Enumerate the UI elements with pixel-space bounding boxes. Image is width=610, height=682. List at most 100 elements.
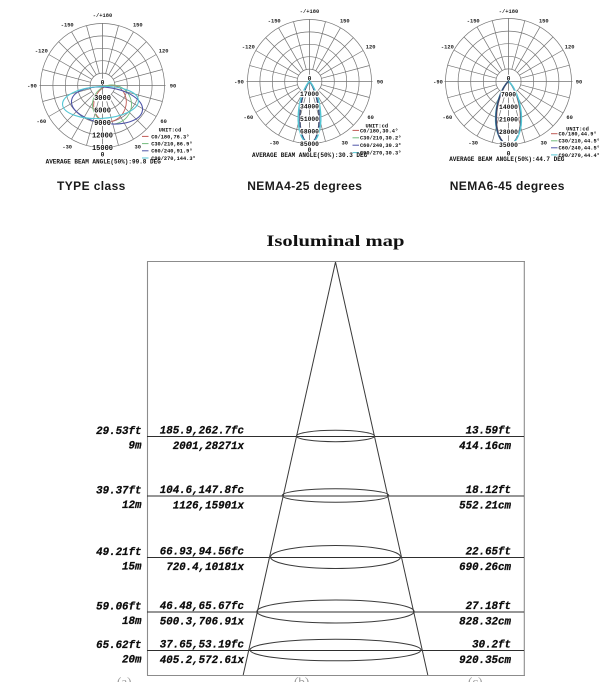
- svg-text:21000: 21000: [499, 117, 518, 124]
- svg-text:C0/180,76.3°: C0/180,76.3°: [151, 134, 189, 140]
- svg-text:13.59ft: 13.59ft: [466, 426, 511, 438]
- svg-text:828.32cm: 828.32cm: [459, 617, 511, 629]
- svg-text:51000: 51000: [300, 116, 319, 123]
- svg-text:UNIT:cd: UNIT:cd: [159, 127, 182, 133]
- svg-text:18m: 18m: [122, 616, 142, 628]
- svg-text:0: 0: [507, 151, 511, 158]
- svg-text:-120: -120: [35, 48, 48, 54]
- svg-text:60: 60: [160, 119, 166, 125]
- svg-text:68000: 68000: [300, 128, 319, 135]
- svg-text:C60/240,91.9°: C60/240,91.9°: [151, 149, 192, 155]
- svg-text:-30: -30: [269, 141, 279, 147]
- svg-text:18.12ft: 18.12ft: [466, 485, 511, 497]
- svg-text:15m: 15m: [122, 561, 142, 573]
- svg-text:NEMA4-25 degrees: NEMA4-25 degrees: [247, 179, 362, 193]
- svg-text:C0/180,44.9°: C0/180,44.9°: [559, 132, 597, 138]
- svg-text:104.6,147.8fc: 104.6,147.8fc: [160, 485, 245, 497]
- svg-text:60: 60: [367, 115, 373, 121]
- svg-text:120: 120: [565, 44, 575, 50]
- svg-text:90: 90: [170, 84, 176, 90]
- svg-text:C30/210,30.2°: C30/210,30.2°: [360, 136, 401, 142]
- svg-text:2001,28271x: 2001,28271x: [173, 441, 245, 453]
- svg-text:-60: -60: [443, 115, 453, 121]
- svg-text:552.21cm: 552.21cm: [459, 501, 511, 513]
- svg-text:7000: 7000: [501, 91, 516, 98]
- svg-text:-60: -60: [37, 119, 47, 125]
- svg-text:(a): (a): [117, 674, 131, 682]
- svg-text:150: 150: [539, 19, 549, 25]
- svg-text:-30: -30: [62, 145, 72, 151]
- svg-text:150: 150: [133, 23, 143, 29]
- svg-text:0: 0: [507, 75, 511, 82]
- svg-text:-120: -120: [242, 44, 255, 50]
- svg-text:12000: 12000: [92, 132, 113, 140]
- svg-text:17000: 17000: [300, 91, 319, 98]
- svg-text:30: 30: [135, 145, 141, 151]
- svg-text:120: 120: [366, 44, 376, 50]
- svg-text:60: 60: [566, 115, 572, 121]
- svg-text:Isoluminal map: Isoluminal map: [266, 232, 404, 249]
- svg-text:120: 120: [159, 48, 169, 54]
- svg-text:C60/240,44.5°: C60/240,44.5°: [559, 146, 600, 152]
- svg-text:20m: 20m: [122, 654, 142, 666]
- svg-text:-60: -60: [244, 115, 254, 121]
- svg-text:-120: -120: [441, 44, 454, 50]
- svg-text:30.2ft: 30.2ft: [472, 640, 511, 652]
- svg-text:15000: 15000: [92, 145, 113, 153]
- svg-text:920.35cm: 920.35cm: [459, 655, 511, 667]
- svg-text:185.9,262.7fc: 185.9,262.7fc: [160, 426, 245, 438]
- svg-text:AVERAGE BEAM ANGLE(50%):30.3 D: AVERAGE BEAM ANGLE(50%):30.3 DEG: [252, 152, 368, 159]
- svg-text:-/+180: -/+180: [93, 13, 112, 19]
- svg-text:65.62ft: 65.62ft: [96, 640, 141, 652]
- svg-text:-30: -30: [468, 141, 478, 147]
- svg-text:1126,15901x: 1126,15901x: [173, 501, 245, 513]
- svg-text:150: 150: [340, 19, 350, 25]
- svg-text:14000: 14000: [499, 104, 518, 111]
- svg-text:AVERAGE BEAM ANGLE(50%):44.7 D: AVERAGE BEAM ANGLE(50%):44.7 DEG: [449, 156, 565, 163]
- svg-text:29.53ft: 29.53ft: [96, 426, 141, 438]
- svg-text:6000: 6000: [94, 108, 111, 116]
- svg-text:0: 0: [101, 152, 105, 159]
- svg-text:-150: -150: [61, 23, 74, 29]
- svg-text:39.37ft: 39.37ft: [96, 486, 141, 498]
- svg-text:9000: 9000: [94, 120, 111, 128]
- svg-text:85000: 85000: [300, 141, 319, 148]
- svg-text:0: 0: [308, 147, 312, 154]
- svg-text:3000: 3000: [94, 95, 111, 103]
- svg-text:90: 90: [377, 80, 383, 86]
- svg-text:27.18ft: 27.18ft: [466, 601, 511, 613]
- svg-text:30: 30: [342, 141, 348, 147]
- svg-text:-90: -90: [234, 80, 244, 86]
- svg-text:46.48,65.67fc: 46.48,65.67fc: [160, 601, 245, 613]
- svg-text:C0/180,30.4°: C0/180,30.4°: [360, 128, 398, 134]
- svg-text:-90: -90: [27, 84, 37, 90]
- svg-text:22.65ft: 22.65ft: [466, 547, 511, 559]
- svg-text:405.2,572.61x: 405.2,572.61x: [160, 655, 245, 667]
- svg-text:C90/270,30.3°: C90/270,30.3°: [360, 151, 401, 157]
- svg-text:UNIT:cd: UNIT:cd: [566, 127, 589, 133]
- svg-text:-90: -90: [433, 80, 443, 86]
- svg-text:49.21ft: 49.21ft: [96, 547, 141, 559]
- svg-text:UNIT:cd: UNIT:cd: [365, 123, 388, 129]
- svg-text:414.16cm: 414.16cm: [459, 441, 511, 453]
- svg-text:(b): (b): [294, 674, 309, 682]
- svg-text:66.93,94.56fc: 66.93,94.56fc: [160, 547, 245, 559]
- svg-text:28000: 28000: [499, 129, 518, 136]
- svg-text:35000: 35000: [499, 142, 518, 149]
- svg-text:C90/270,44.4°: C90/270,44.4°: [559, 153, 600, 159]
- svg-text:0: 0: [308, 75, 312, 82]
- svg-text:690.26cm: 690.26cm: [459, 562, 511, 574]
- svg-text:-150: -150: [467, 19, 480, 25]
- svg-text:37.65,53.19fc: 37.65,53.19fc: [160, 640, 245, 652]
- svg-text:C90/270,144.3°: C90/270,144.3°: [151, 156, 196, 162]
- svg-text:-/+180: -/+180: [300, 9, 319, 15]
- svg-text:12m: 12m: [122, 500, 142, 512]
- svg-text:C30/210,86.9°: C30/210,86.9°: [151, 142, 192, 148]
- svg-text:59.06ft: 59.06ft: [96, 602, 141, 614]
- svg-text:0: 0: [101, 79, 105, 86]
- svg-text:34000: 34000: [300, 104, 319, 111]
- svg-text:720.4,10181x: 720.4,10181x: [166, 562, 244, 574]
- svg-text:(c): (c): [468, 674, 482, 682]
- svg-text:30: 30: [541, 141, 547, 147]
- svg-text:-/+180: -/+180: [499, 9, 518, 15]
